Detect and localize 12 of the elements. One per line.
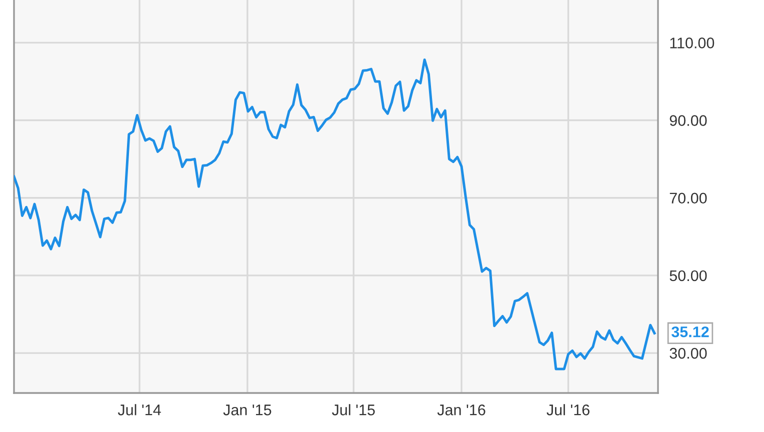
y-tick-label: 90.00 [670, 115, 707, 126]
y-tick-label: 50.00 [670, 270, 707, 282]
x-tick-label: Jul '15 [332, 404, 375, 416]
line-series [14, 58, 656, 370]
y-tick-label: 70.00 [670, 192, 707, 204]
annotation: 35.12 [672, 326, 709, 338]
x-tick-label: Jul '14 [118, 404, 161, 416]
x-tick-label: Jan '15 [223, 404, 272, 416]
x-tick-label: Jan '16 [437, 404, 486, 416]
x-tick-label: Jul '16 [546, 404, 590, 416]
y-tick-label: 110.00 [670, 38, 714, 48]
y-tick-label: 30.00 [670, 348, 707, 359]
